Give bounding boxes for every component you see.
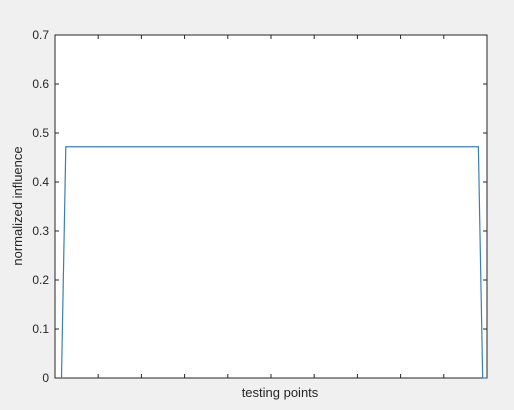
y-tick-label: 0.7 — [32, 28, 49, 42]
x-ticks — [54, 35, 488, 378]
y-tick-label: 0.3 — [32, 224, 49, 238]
y-tick-label: 0.5 — [32, 126, 49, 140]
series-layer — [60, 146, 487, 379]
x-axis-label: testing points — [242, 385, 319, 400]
plot-area — [55, 35, 487, 378]
y-tick-label: 0.2 — [32, 273, 49, 287]
y-ticks: 0 0.1 0.2 0.3 0.4 0.5 0.6 0.7 — [32, 28, 487, 385]
y-tick-label: 0.4 — [32, 175, 49, 189]
series-line-0 — [60, 146, 487, 379]
y-tick-label: 0.1 — [32, 322, 49, 336]
y-axis-label: normalized influence — [10, 146, 25, 265]
y-tick-label: 0 — [42, 371, 49, 385]
y-tick-label: 0.6 — [32, 77, 49, 91]
